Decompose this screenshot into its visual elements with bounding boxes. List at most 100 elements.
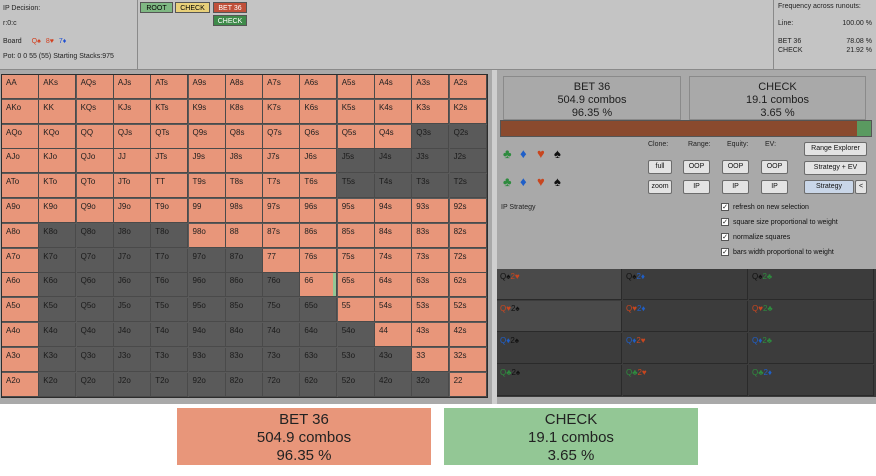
tree-node-check-2[interactable]: CHECK bbox=[213, 15, 247, 26]
hand-cell[interactable]: 93s bbox=[412, 199, 450, 223]
hand-cell[interactable]: A2o bbox=[2, 372, 39, 397]
hand-cell[interactable]: Q3s bbox=[412, 124, 450, 149]
strategy-ev-button[interactable]: Strategy + EV bbox=[804, 161, 867, 175]
hand-cell[interactable]: 65o bbox=[300, 298, 338, 323]
hand-cell[interactable]: 32s bbox=[449, 347, 487, 372]
hand-cell[interactable]: ATo bbox=[2, 174, 39, 199]
hand-cell[interactable]: 96s bbox=[300, 199, 338, 223]
hand-cell[interactable]: KTs bbox=[151, 99, 189, 124]
hand-cell[interactable]: 54s bbox=[375, 298, 412, 323]
hand-cell[interactable]: 86s bbox=[300, 223, 338, 248]
combo-cell[interactable]: Q♥2♦ bbox=[623, 301, 748, 332]
ev-ip-button[interactable]: IP bbox=[761, 180, 788, 194]
hand-cell[interactable]: J5o bbox=[113, 298, 151, 323]
hand-cell[interactable]: K7s bbox=[263, 99, 301, 124]
hand-cell[interactable]: KK bbox=[39, 99, 77, 124]
hand-cell[interactable]: 73s bbox=[412, 248, 450, 273]
hand-cell[interactable]: K7o bbox=[39, 248, 77, 273]
hand-cell[interactable]: 83o bbox=[225, 347, 263, 372]
hand-cell[interactable]: TT bbox=[151, 174, 189, 199]
combo-cell[interactable]: Q♦2♠ bbox=[497, 333, 622, 364]
hand-cell[interactable]: 74s bbox=[375, 248, 412, 273]
option-checkbox[interactable]: ✓ refresh on new selection bbox=[721, 203, 809, 211]
combo-cell[interactable]: Q♣2♠ bbox=[497, 365, 622, 396]
hand-cell[interactable]: T8o bbox=[151, 223, 189, 248]
full-button[interactable]: full bbox=[648, 160, 672, 174]
hand-cell[interactable]: A3o bbox=[2, 347, 39, 372]
range-ip-button[interactable]: IP bbox=[683, 180, 710, 194]
hand-cell[interactable]: KJs bbox=[113, 99, 151, 124]
hand-cell[interactable]: 97s bbox=[263, 199, 301, 223]
zoom-button[interactable]: zoom bbox=[648, 180, 672, 194]
hand-cell[interactable]: 54o bbox=[337, 323, 375, 347]
hand-cell[interactable]: 52s bbox=[449, 298, 487, 323]
checkbox-box[interactable]: ✓ bbox=[721, 233, 729, 241]
hand-cell[interactable]: T7s bbox=[263, 174, 301, 199]
hand-cell[interactable]: AKo bbox=[2, 99, 39, 124]
combo-cell[interactable]: Q♦2♥ bbox=[623, 333, 748, 364]
checkbox-box[interactable]: ✓ bbox=[721, 218, 729, 226]
hand-cell[interactable]: Q7s bbox=[263, 124, 301, 149]
hand-cell[interactable]: KTo bbox=[39, 174, 77, 199]
hand-cell[interactable]: K9s bbox=[188, 99, 226, 124]
combo-cell[interactable]: Q♥2♣ bbox=[749, 301, 874, 332]
hand-cell[interactable]: AJo bbox=[2, 149, 39, 174]
hand-cell[interactable]: AQo bbox=[2, 124, 39, 149]
hand-cell[interactable]: 85s bbox=[337, 223, 375, 248]
tree-node-root[interactable]: ROOT bbox=[140, 2, 173, 13]
hand-cell[interactable]: 22 bbox=[449, 372, 487, 397]
hand-cell[interactable]: J8o bbox=[113, 223, 151, 248]
hand-cell[interactable]: A6o bbox=[2, 273, 39, 298]
hand-cell[interactable]: J4s bbox=[375, 149, 412, 174]
hand-cell[interactable]: KQs bbox=[76, 99, 114, 124]
hand-cell[interactable]: T2o bbox=[151, 372, 189, 397]
hand-cell[interactable]: 42o bbox=[375, 372, 412, 397]
hand-cell[interactable]: 73o bbox=[263, 347, 301, 372]
suit-filter-icon[interactable]: ♦ bbox=[520, 146, 527, 161]
hand-cell[interactable]: 65s bbox=[337, 273, 375, 298]
hand-cell[interactable]: T5o bbox=[151, 298, 189, 323]
hand-cell[interactable]: J6o bbox=[113, 273, 151, 298]
hand-cell[interactable]: A9s bbox=[188, 75, 226, 99]
hand-cell[interactable]: 74o bbox=[263, 323, 301, 347]
hand-cell[interactable]: 63o bbox=[300, 347, 338, 372]
hand-cell[interactable]: Q7o bbox=[76, 248, 114, 273]
hand-cell[interactable]: 72o bbox=[263, 372, 301, 397]
hand-cell[interactable]: A2s bbox=[449, 75, 487, 99]
hand-cell[interactable]: A7s bbox=[263, 75, 301, 99]
hand-cell[interactable]: K6s bbox=[300, 99, 338, 124]
equity-oop-button[interactable]: OOP bbox=[722, 160, 749, 174]
tree-node-bet[interactable]: BET 36 bbox=[213, 2, 247, 13]
ev-oop-button[interactable]: OOP bbox=[761, 160, 788, 174]
hand-cell[interactable]: J9o bbox=[113, 199, 151, 223]
suit-filter-icon[interactable]: ♠ bbox=[554, 174, 561, 189]
hand-cell[interactable]: AQs bbox=[76, 75, 114, 99]
hand-cell[interactable]: 76s bbox=[300, 248, 338, 273]
combo-cell[interactable]: Q♥2♠ bbox=[497, 301, 622, 332]
hand-cell[interactable]: T5s bbox=[337, 174, 375, 199]
suit-filter-icon[interactable]: ♠ bbox=[554, 146, 561, 161]
hand-cell[interactable]: A5o bbox=[2, 298, 39, 323]
hand-cell[interactable]: A6s bbox=[300, 75, 338, 99]
hand-cell[interactable]: Q8o bbox=[76, 223, 114, 248]
hand-cell[interactable]: 96o bbox=[188, 273, 226, 298]
hand-cell[interactable]: 43s bbox=[412, 323, 450, 347]
hand-cell[interactable]: Q8s bbox=[225, 124, 263, 149]
hand-cell[interactable]: J7o bbox=[113, 248, 151, 273]
suit-filter-icon[interactable]: ♦ bbox=[520, 174, 527, 189]
hand-cell[interactable]: 98s bbox=[225, 199, 263, 223]
combo-cell[interactable]: Q♣2♦ bbox=[749, 365, 874, 396]
hand-cell[interactable]: 55 bbox=[337, 298, 375, 323]
hand-cell[interactable]: 99 bbox=[188, 199, 226, 223]
hand-cell[interactable]: T4s bbox=[375, 174, 412, 199]
hand-cell[interactable]: 53o bbox=[337, 347, 375, 372]
hand-cell[interactable]: A9o bbox=[2, 199, 39, 223]
combo-cell[interactable]: Q♠2♦ bbox=[623, 269, 748, 300]
hand-cell[interactable]: J9s bbox=[188, 149, 226, 174]
hand-cell[interactable]: 32o bbox=[412, 372, 450, 397]
hand-cell[interactable]: 62s bbox=[449, 273, 487, 298]
hand-cell[interactable]: 84s bbox=[375, 223, 412, 248]
hand-cell[interactable]: 63s bbox=[412, 273, 450, 298]
hand-cell[interactable]: K8o bbox=[39, 223, 77, 248]
hand-cell[interactable]: K2s bbox=[449, 99, 487, 124]
